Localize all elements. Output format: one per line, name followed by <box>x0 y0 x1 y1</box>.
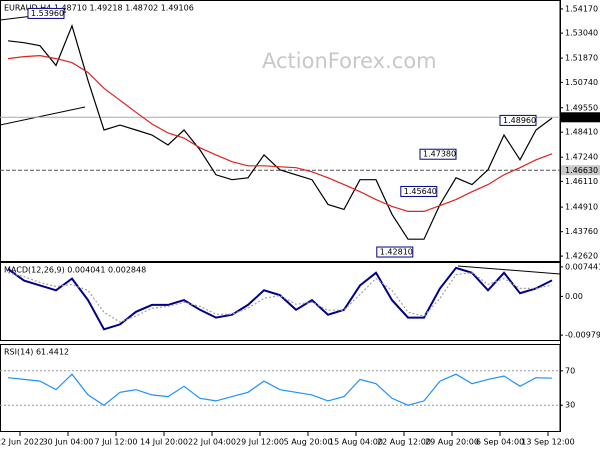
price-label: 1.49106 <box>565 113 598 122</box>
y-tick-label: 1.42620 <box>565 252 598 261</box>
annotation-label: 1.53960 <box>31 9 64 18</box>
price-label: 1.46630 <box>565 166 598 175</box>
annotation-label: 1.48960 <box>503 116 536 125</box>
watermark: ActionForex.com <box>262 49 437 73</box>
x-tick-label: 22 Jun 2022 <box>0 438 44 447</box>
y-tick-label: 1.44910 <box>565 203 598 212</box>
panel-frame <box>0 0 561 262</box>
series-line <box>7 373 553 406</box>
panel-title: MACD(12,26,9) 0.004041 0.002848 <box>4 266 146 275</box>
series-line <box>7 266 553 331</box>
annotation-label: 1.42810 <box>380 248 413 257</box>
y-tick-label: 30 <box>565 401 575 410</box>
x-tick-label: 13 Sep 12:00 <box>521 438 574 447</box>
annotation-box <box>376 246 414 258</box>
y-tick-label: 0.007441 <box>565 262 600 271</box>
y-tick-label: 0.00 <box>565 292 583 301</box>
y-tick-label: 1.49550 <box>565 103 598 112</box>
price-label-box <box>561 112 600 123</box>
x-tick-label: 14 Jul 20:00 <box>140 438 188 447</box>
x-tick-label: 22 Jul 04:00 <box>188 438 236 447</box>
y-tick-label: 1.46110 <box>565 177 598 186</box>
x-tick-label: 6 Sep 04:00 <box>476 438 524 447</box>
annotation-label: 1.45640 <box>404 187 437 196</box>
y-tick-label: 1.54170 <box>565 4 598 13</box>
annotation-box <box>27 7 65 19</box>
trend-line <box>0 106 86 126</box>
y-tick-label: 1.53040 <box>565 29 598 38</box>
x-tick-label: 7 Jul 12:00 <box>95 438 138 447</box>
y-tick-label: 1.51870 <box>565 54 598 63</box>
x-tick-label: 22 Aug 12:00 <box>377 438 431 447</box>
x-tick-label: 5 Aug 20:00 <box>284 438 333 447</box>
panel-title: RSI(14) 61.4412 <box>4 348 69 357</box>
annotation-box <box>419 148 457 160</box>
x-tick-label: 15 Aug 04:00 <box>329 438 383 447</box>
y-tick-label: 1.47240 <box>565 153 598 162</box>
x-tick-label: 30 Jun 04:00 <box>43 438 94 447</box>
panel-frame <box>0 344 561 432</box>
x-tick-label: 29 Aug 20:00 <box>425 438 479 447</box>
series-line <box>7 271 553 323</box>
series-line <box>7 23 553 240</box>
annotation-label: 1.47380 <box>423 150 456 159</box>
trend-line <box>457 265 561 275</box>
annotation-box <box>400 185 438 197</box>
x-tick-label: 29 Jul 12:00 <box>236 438 284 447</box>
y-tick-label: 70 <box>565 366 575 375</box>
y-tick-label: 1.50740 <box>565 78 598 87</box>
y-tick-label: -0.009794 <box>565 331 600 340</box>
price-label-box <box>561 165 600 176</box>
annotation-box <box>499 114 537 126</box>
series-line <box>7 54 553 212</box>
panel-title: EURAUD,H4 1.48710 1.49218 1.48702 1.4910… <box>4 4 194 13</box>
y-tick-label: 1.48410 <box>565 128 598 137</box>
y-tick-label: 1.43760 <box>565 227 598 236</box>
